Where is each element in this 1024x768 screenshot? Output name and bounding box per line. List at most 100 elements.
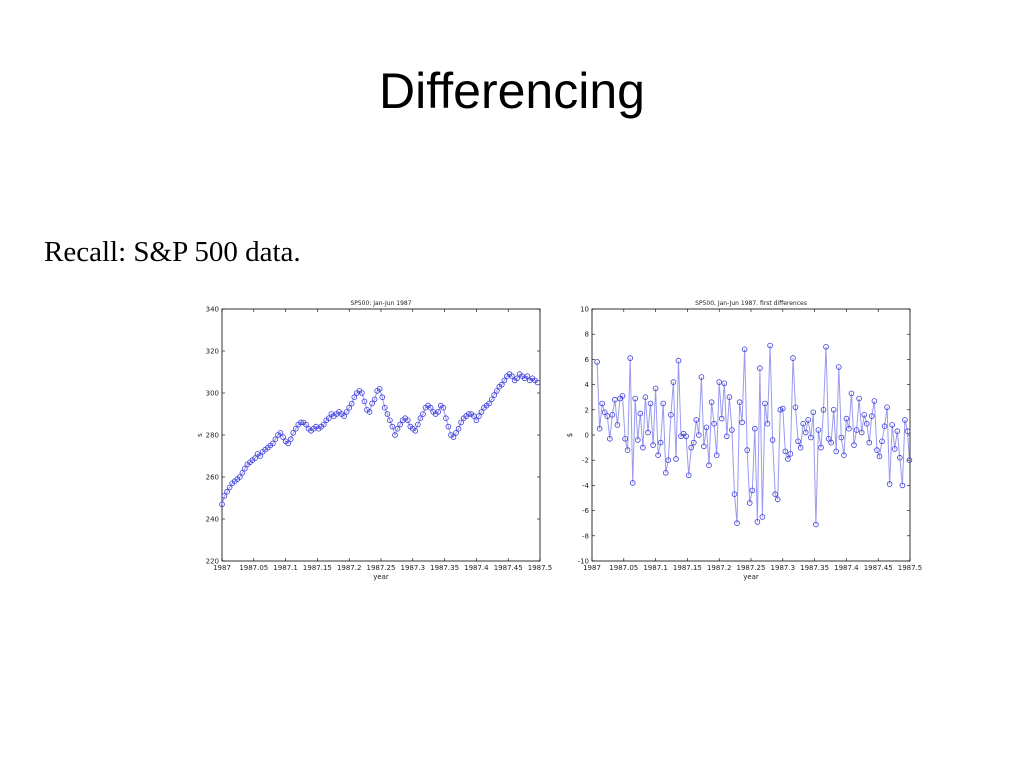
data-point	[675, 357, 682, 364]
data-point	[724, 433, 730, 440]
data-point	[800, 420, 807, 427]
x-tick-label: 1987.25	[367, 564, 396, 572]
data-point	[759, 514, 766, 520]
y-axis-label: $	[566, 433, 574, 437]
y-tick-label: 320	[206, 348, 219, 356]
data-point	[899, 482, 906, 489]
data-point	[361, 398, 368, 405]
data-point	[642, 394, 649, 400]
x-tick-label: 1987.45	[494, 564, 523, 572]
data-point	[420, 411, 426, 417]
data-point	[685, 472, 692, 479]
data-point	[713, 452, 720, 459]
data-point	[458, 419, 464, 426]
y-tick-label: -2	[582, 457, 589, 465]
data-point	[805, 417, 812, 423]
data-point	[640, 444, 646, 451]
data-point	[902, 417, 908, 423]
data-point	[787, 451, 794, 457]
data-point	[280, 434, 286, 440]
data-point	[498, 381, 505, 388]
data-point	[359, 390, 365, 396]
y-tick-label: 6	[585, 356, 590, 364]
data-point	[668, 412, 674, 418]
data-point	[660, 400, 666, 407]
data-point	[473, 417, 480, 424]
x-tick-label: 1987.5	[528, 564, 553, 572]
data-point	[443, 415, 449, 421]
data-point	[846, 425, 852, 432]
data-point	[673, 456, 679, 462]
chart-title: SP500: Jan-Jun 1987	[350, 300, 411, 307]
data-point	[604, 413, 611, 419]
data-point	[637, 410, 644, 417]
data-point	[688, 444, 695, 451]
data-point	[290, 430, 296, 436]
data-point	[670, 379, 677, 385]
x-tick-label: 1987.15	[673, 564, 702, 572]
data-point	[277, 430, 284, 436]
x-tick-label: 1987.3	[401, 564, 426, 572]
data-point	[683, 433, 689, 440]
data-point	[782, 448, 789, 455]
data-point	[476, 413, 482, 419]
y-tick-label: 2	[585, 406, 589, 414]
data-point	[285, 440, 291, 447]
data-point	[655, 452, 661, 459]
data-point	[488, 396, 495, 403]
data-point	[514, 375, 520, 382]
data-point	[820, 407, 827, 413]
x-tick-label: 1987.45	[864, 564, 893, 572]
data-point	[896, 454, 903, 461]
data-point	[455, 425, 462, 432]
x-axis-label: year	[743, 573, 759, 581]
y-tick-label: 0	[585, 432, 589, 440]
x-tick-label: 1987.35	[430, 564, 459, 572]
data-point	[718, 415, 725, 422]
data-point	[509, 373, 515, 379]
x-tick-label: 1987.1	[643, 564, 668, 572]
x-tick-label: 1987.35	[800, 564, 829, 572]
data-point	[744, 447, 751, 453]
data-point	[734, 520, 740, 527]
data-point	[450, 434, 457, 440]
data-point	[242, 465, 248, 472]
data-point	[627, 355, 633, 361]
data-point	[445, 423, 452, 430]
data-point	[236, 474, 243, 480]
data-point	[524, 373, 531, 379]
x-tick-label: 1987.2	[707, 564, 732, 572]
data-point	[792, 404, 799, 411]
data-point	[478, 409, 485, 415]
plot-frame	[221, 308, 541, 562]
data-point	[739, 419, 745, 426]
data-point	[833, 448, 840, 455]
data-point	[797, 444, 804, 451]
x-tick-label: 1987	[583, 564, 601, 572]
data-point	[346, 404, 353, 411]
data-point	[371, 396, 378, 403]
data-point	[764, 420, 771, 427]
data-point	[780, 405, 786, 412]
data-point	[790, 355, 796, 361]
y-tick-label: 300	[206, 390, 219, 398]
data-point	[823, 343, 829, 350]
data-point	[257, 453, 263, 459]
data-point	[843, 415, 850, 422]
data-point	[861, 412, 868, 418]
y-tick-label: 220	[206, 558, 219, 566]
data-point	[343, 409, 350, 415]
y-tick-label: 260	[206, 474, 219, 482]
data-point	[853, 427, 860, 433]
data-point	[293, 425, 299, 432]
data-point	[224, 488, 230, 495]
data-point	[762, 400, 768, 407]
data-point	[871, 398, 878, 404]
data-point	[886, 481, 893, 487]
data-point	[394, 425, 401, 432]
data-point	[894, 428, 901, 435]
data-point	[397, 421, 403, 428]
data-point	[389, 423, 396, 430]
data-point	[435, 409, 442, 415]
data-point	[647, 400, 654, 407]
